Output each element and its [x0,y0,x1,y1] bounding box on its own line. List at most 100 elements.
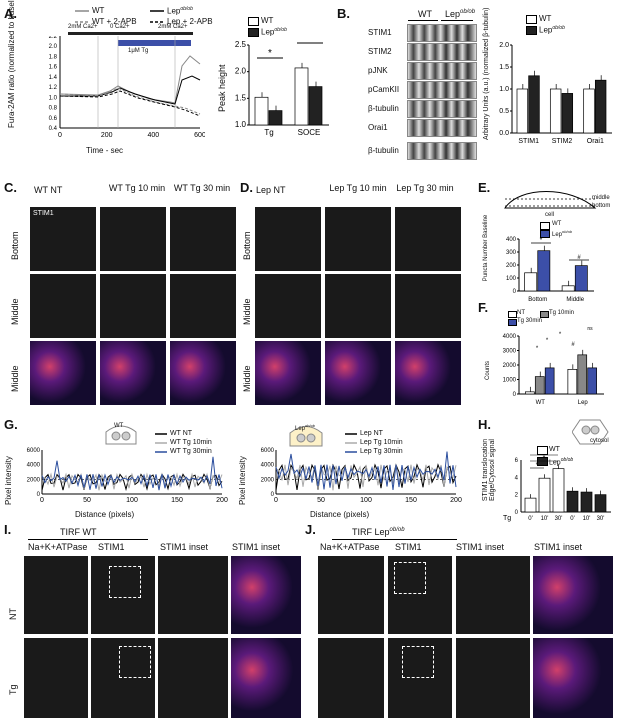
bar [534,376,545,395]
series-line [41,456,223,491]
g-right-ylabel: Pixel intensity [238,456,247,505]
bar [587,367,597,395]
x-tick-label: SOCE [298,128,321,137]
blot-label: pCamKII [368,85,400,94]
y-tick-label: 0 [513,392,517,398]
g-lep-cell-icon [289,426,323,447]
panel-label-i: I. [4,522,12,537]
bar [574,265,588,292]
bbar-legend-wt: WT [539,14,552,23]
panel-f-bar-chart: 0 1000 2000 3000 4000 WT Lep ns * * # * [503,326,604,406]
bar [524,497,537,513]
c-heat-wt-tg10 [100,341,166,405]
abar-legend-wt: WT [261,16,274,25]
g-right-legend-tg30: Lep Tg 30min [360,448,403,455]
c-img-wt-tg30-bottom [170,207,236,271]
h-icon-label: cytosol [590,438,609,444]
i-title-line [28,539,148,540]
c-col-3: WT Tg 30 min [173,183,231,193]
fbar-legend-tg10-swatch [540,311,549,318]
blot-label: pJNK [368,66,388,75]
x-tick-label: 50 [317,497,325,504]
bar [580,491,593,513]
diagram-middle: middle [592,195,610,201]
fbar-legend-tg30: Tg 30min [517,318,543,324]
panel-g-left-line-chart: 0 2000 4000 6000 0 50 100 150 200 [27,448,228,504]
d-col-2: Lep Tg 10 min [329,183,387,193]
y-tick-label: 2000 [503,363,517,369]
y-tick-label: 2000 [261,477,275,483]
trace-a-ytick: 2.2 [49,36,58,40]
x-tick-label: 0' [570,516,574,522]
d-img-lep-tg10-bottom [325,207,391,271]
panel-label-c: C. [4,180,17,195]
trace-a-ytick: 1.8 [49,54,58,60]
bar [525,391,535,395]
blot-label: Orai1 [368,123,388,132]
panel-a-xlabel: Time - sec [86,146,124,155]
g-wt-cell-icon [105,425,137,445]
trace-a-xtick: 200 [101,132,113,139]
sig-mark: * [546,338,549,344]
abar-legend-wt-swatch [248,17,259,26]
y-tick-label: 1.0 [235,120,247,129]
sig-star: * [536,462,539,469]
blot-label: β-tubulin [368,146,399,155]
x-tick-label: 0 [274,497,278,504]
x-tick-label: 0' [528,516,532,522]
x-tick-label: 150 [405,497,417,504]
x-tick-label: Bottom [528,297,547,303]
x-tick-label: 200 [216,497,228,504]
d-img-lep-nt-middle [255,274,321,338]
d-img-lep-nt-bottom [255,207,321,271]
series-line [41,472,223,491]
g-wt-icon-label: WT [114,423,124,429]
trace-a-xtick: 600 [194,132,205,139]
fbar-legend-nt-swatch [508,311,517,318]
trace-a-ytick: 1.6 [49,65,58,71]
c-img-wt-tg10-bottom [100,207,166,271]
g-left-xlabel: Distance (pixels) [75,510,135,519]
j-col-1: Na+K+ATPase [320,542,380,552]
j-img-nak-tg [318,638,384,718]
fbar-ylabel: Counts [485,360,491,380]
i-img-inset-nt [158,556,228,634]
i-img-nak-tg [24,638,88,718]
ebar-legend-lep-swatch [540,230,550,238]
bbar-legend-wt-swatch [526,15,537,24]
y-tick-label: 0 [37,492,41,498]
i-img-stim1-tg [91,638,155,718]
j-title: TIRF Lepob/ob [352,527,405,537]
blot-header-line-wt [408,20,438,21]
d-img-lep-tg10-middle [325,274,391,338]
y-tick-label: 2.5 [235,40,247,49]
j-img-inset-nt [456,556,530,634]
bar [561,285,575,292]
bar [544,367,555,395]
bar [516,88,529,134]
panel-label-f: F. [478,300,489,315]
protocol-ca-1: 2mM Ca2+ [68,24,98,30]
y-tick-label: 1.0 [499,86,509,93]
legend-lep: Lepob/ob [167,6,193,16]
x-tick-label: 100 [126,497,138,504]
fbar-legend-nt: NT [517,310,525,316]
hbar-legend-wt-swatch [537,446,548,455]
x-tick-label: STIM1 [518,138,539,145]
c-row-middle-2: Middle [10,365,20,392]
d-img-lep-tg30-middle [395,274,461,338]
g-right-legend-nt: Lep NT [360,430,383,437]
y-tick-label: 1.5 [499,64,509,71]
trace-a-ytick: 0.6 [49,116,58,122]
d-row-middle-2: Middle [242,365,252,392]
bar [294,67,309,126]
blot-band [407,43,477,61]
x-tick-label: Orai1 [587,138,604,145]
y-tick-label: 4000 [503,334,517,340]
legend-lep-2apb: Lep + 2-APB [167,17,213,26]
ebar-legend-wt: WT [552,221,562,227]
j-img-nak-nt [318,556,384,634]
bar [566,490,579,513]
trace-a-ytick: 0.8 [49,106,58,112]
x-tick-label: 0 [40,497,44,504]
